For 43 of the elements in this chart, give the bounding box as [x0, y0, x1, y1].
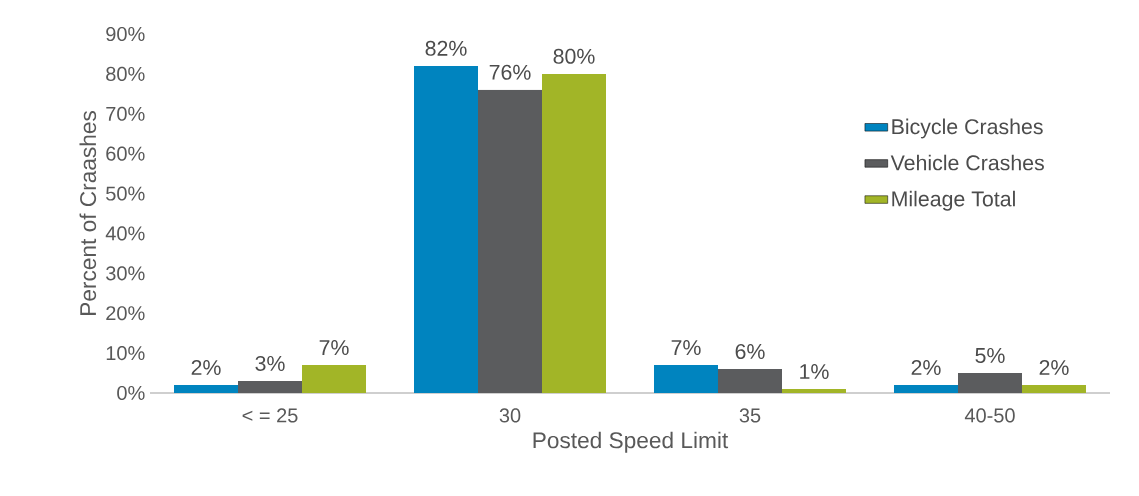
data-label: 5%	[975, 347, 1005, 363]
y-tick-label: 60%	[106, 146, 145, 161]
bar	[718, 369, 782, 393]
bar	[174, 385, 239, 393]
data-label: 2%	[911, 359, 941, 375]
data-label: 7%	[319, 340, 349, 356]
y-tick-label: 90%	[106, 26, 145, 42]
data-label: 6%	[735, 343, 765, 360]
x-tick-label: 30	[499, 408, 521, 423]
data-label: 3%	[255, 355, 285, 371]
x-tick-label: < = 25	[242, 408, 298, 423]
bar	[957, 373, 1022, 393]
bar	[238, 381, 303, 393]
legend-label: Mileage Total	[892, 190, 1015, 211]
y-tick-label: 40%	[105, 226, 145, 241]
y-tick-label: 0%	[117, 385, 145, 401]
y-tick-label: 20%	[106, 306, 145, 321]
y-tick-label: 80%	[106, 66, 145, 81]
y-tick-label: 10%	[106, 346, 145, 361]
legend-label: Bicycle Crashes	[892, 118, 1043, 139]
data-label: 80%	[553, 48, 595, 64]
data-label: 76%	[489, 64, 531, 80]
data-label: 82%	[425, 40, 467, 56]
x-axis-title: Posted Speed Limit	[533, 431, 729, 453]
bar	[894, 385, 958, 393]
data-label: 7%	[671, 340, 701, 356]
y-tick-label: 30%	[106, 266, 145, 281]
data-label: 1%	[800, 364, 829, 379]
bar	[302, 365, 367, 393]
y-axis-title: Percent of Craashes	[79, 111, 97, 315]
y-tick-label: 50%	[106, 186, 145, 201]
data-label: 2%	[1039, 359, 1069, 375]
bar	[414, 65, 479, 393]
x-tick-label: 35	[739, 408, 761, 423]
legend-label: Vehicle Crashes	[890, 154, 1044, 171]
bar	[782, 389, 846, 393]
data-label: 2%	[191, 359, 221, 375]
x-tick-label: 40-50	[964, 408, 1015, 423]
bar	[478, 89, 542, 393]
bar	[654, 365, 718, 393]
bar	[1021, 385, 1086, 393]
y-tick-label: 70%	[106, 106, 145, 121]
bar	[542, 73, 606, 393]
